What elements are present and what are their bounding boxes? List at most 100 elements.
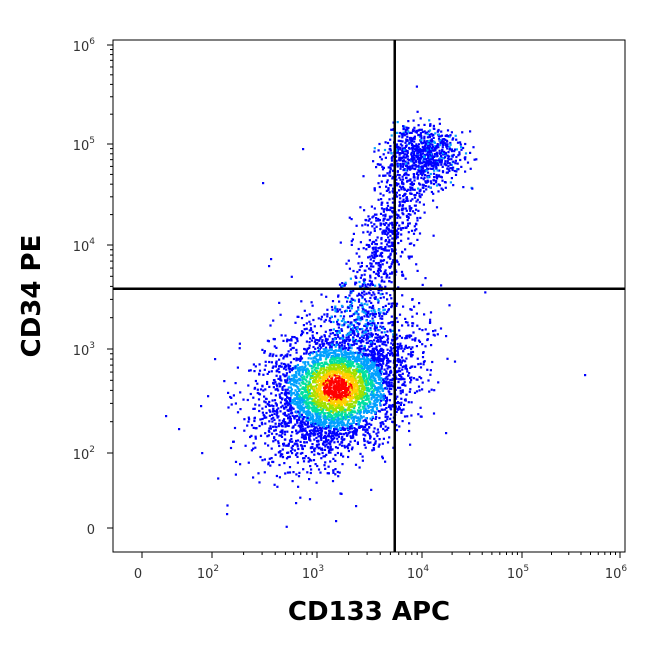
event-dot [338,283,342,286]
event-dot [349,315,352,318]
event-dot [399,197,402,200]
event-dot [390,393,393,396]
event-dot [362,433,365,436]
event-dot [337,326,340,329]
event-dot [370,423,373,426]
event-dot [281,432,284,435]
event-dot [334,468,337,471]
event-dot [377,410,380,413]
event-dot [375,363,378,366]
event-dot [352,374,355,377]
event-dot [412,232,416,235]
event-dot [345,309,348,312]
event-dot [384,377,387,380]
event-dot [298,414,301,417]
event-dot [347,388,350,391]
event-dot [341,435,344,438]
event-dot [253,419,256,423]
event-dot [370,341,373,344]
event-dot [401,368,404,371]
event-dot [299,359,302,362]
event-dot [273,399,277,402]
event-dot [366,396,369,399]
event-dot [352,340,355,343]
event-dot [331,397,335,400]
event-dot [311,413,314,416]
event-dot [413,305,416,308]
event-dot [334,473,337,476]
event-dot [370,324,373,327]
event-dot [289,361,293,364]
event-dot [318,373,321,376]
event-dot [347,444,350,447]
event-dot [421,174,424,177]
event-dot [420,128,423,131]
event-dot [292,425,295,428]
event-dot [334,421,337,424]
event-dot [312,422,315,425]
event-dot [358,395,361,398]
event-dot [319,418,322,421]
event-dot [370,221,373,224]
event-dot [264,401,267,404]
event-dot [270,370,273,373]
event-dot [338,421,341,424]
event-dot [362,362,365,365]
event-dot [252,426,255,429]
event-dot [378,314,381,317]
event-dot [349,435,352,438]
event-dot [330,370,333,373]
event-dot [349,333,352,336]
event-dot [319,392,322,395]
event-dot [328,402,331,405]
event-dot [420,377,423,380]
event-dot [371,407,374,410]
event-dot [387,352,390,355]
event-dot [295,364,298,368]
event-dot [408,131,411,134]
event-dot [291,414,294,417]
event-dot [325,376,328,379]
event-dot [308,418,311,421]
event-dot [289,343,292,346]
event-dot [390,241,393,244]
event-dot [306,433,309,436]
event-dot [362,415,365,418]
event-dot [327,356,330,359]
event-dot [326,353,329,356]
event-dot [331,398,334,402]
event-dot [285,381,288,384]
event-dot [409,213,412,216]
event-dot [389,330,392,333]
event-dot [387,366,390,369]
event-dot [329,379,332,383]
event-dot [319,394,322,397]
event-dot [336,396,340,399]
event-dot [398,378,402,381]
event-dot [341,341,344,344]
event-dot [334,372,337,375]
event-dot [366,382,369,385]
event-dot [308,394,311,397]
event-dot [315,383,319,387]
event-dot [305,419,308,422]
event-dot [311,417,315,421]
event-dot [379,383,382,386]
event-dot [366,404,369,407]
event-dot [268,360,271,364]
event-dot [387,322,390,325]
event-dot [395,424,398,427]
event-dot [421,329,424,332]
event-dot [469,151,472,154]
event-dot [291,401,295,404]
event-dot [339,389,342,392]
event-dot [353,384,357,388]
event-dot [331,300,335,303]
event-dot [372,443,375,447]
event-dot [369,441,372,444]
event-dot [395,178,398,181]
event-dot [355,419,358,422]
event-dot [397,386,400,389]
event-dot [327,342,330,345]
event-dot [360,390,363,393]
